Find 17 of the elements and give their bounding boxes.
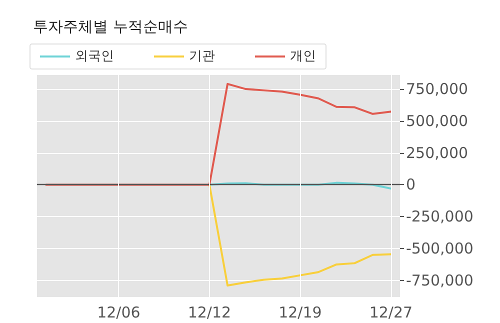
y-tick-label: -250,000: [406, 208, 474, 226]
chart-title: 투자주체별 누적순매수: [33, 18, 188, 36]
y-tick-label: 250,000: [406, 144, 468, 162]
y-tick-label: 750,000: [406, 80, 468, 98]
y-tick-label: -500,000: [406, 240, 474, 258]
line-series: [45, 82, 392, 186]
y-tick-label: -750,000: [406, 271, 474, 290]
legend-label: 외국인: [75, 49, 114, 64]
x-tick-label: 12/12: [188, 304, 232, 322]
legend-label: 기관: [189, 49, 215, 64]
x-tick-label: 12/27: [369, 304, 413, 322]
x-tick-label: 12/06: [97, 304, 140, 322]
y-tick-label: 500,000: [406, 112, 468, 130]
legend-label: 개인: [290, 49, 316, 64]
y-tick-label: 0: [406, 176, 416, 194]
x-tick-label: 12/19: [278, 304, 322, 322]
line-series: [208, 184, 392, 287]
